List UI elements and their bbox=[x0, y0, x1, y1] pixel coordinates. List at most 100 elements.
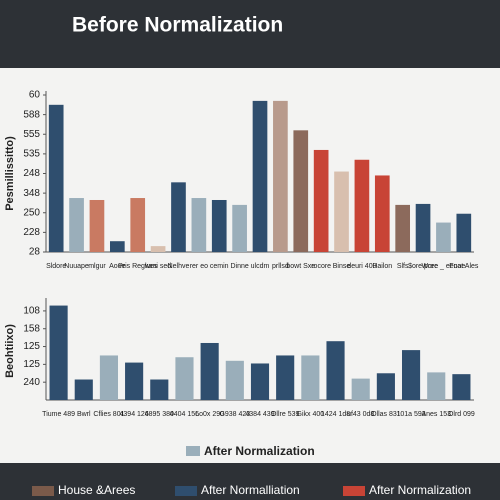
bar bbox=[395, 204, 411, 252]
x-tick-label: mlgur bbox=[88, 263, 106, 270]
legend-swatch bbox=[32, 486, 54, 496]
x-tick-label: Tiume 489 bbox=[42, 411, 75, 418]
bar bbox=[211, 199, 227, 252]
x-tick-label: Slfs bbox=[397, 263, 409, 270]
bar bbox=[436, 222, 451, 252]
x-tick-label: Gikx 400 bbox=[297, 411, 325, 418]
bar bbox=[301, 355, 320, 400]
x-tick-label: 101a 593 bbox=[396, 411, 425, 418]
legend-label: After Normalization bbox=[204, 444, 315, 458]
bar bbox=[456, 213, 472, 252]
legend-swatch bbox=[186, 446, 200, 456]
x-tick-label: Ollas 831 bbox=[371, 411, 401, 418]
bar bbox=[225, 360, 244, 400]
bar bbox=[293, 130, 309, 252]
x-tick-label: rer eo bbox=[190, 263, 208, 270]
y-tick-label: 28 bbox=[29, 247, 41, 258]
x-tick-label: Aoue bbox=[109, 263, 125, 270]
y-tick-label: 60 bbox=[29, 90, 41, 101]
x-tick-label: Olrd 099 bbox=[448, 411, 475, 418]
bar bbox=[401, 350, 421, 400]
x-tick-label: 4404 156 bbox=[170, 411, 199, 418]
y-tick-label: 125 bbox=[23, 359, 40, 370]
bar bbox=[415, 203, 431, 252]
x-tick-label: uf43 0d8 bbox=[347, 411, 374, 418]
y-axis-label: Beohtiixo) bbox=[4, 324, 16, 378]
x-tick-label: deuri 400 bbox=[347, 263, 376, 270]
bar bbox=[69, 198, 84, 252]
bar bbox=[334, 171, 349, 252]
x-tick-label: prllsd bbox=[272, 263, 289, 270]
bar bbox=[376, 373, 395, 400]
y-tick-label: 588 bbox=[23, 109, 40, 120]
x-tick-label: Hailon bbox=[372, 263, 392, 270]
bar bbox=[252, 100, 268, 252]
y-axis-label: Pesmillissitto) bbox=[4, 136, 16, 211]
bar bbox=[150, 379, 169, 400]
x-tick-label: Anes 153 bbox=[421, 411, 451, 418]
bar bbox=[250, 363, 270, 400]
bar bbox=[171, 182, 186, 252]
y-tick-label: 535 bbox=[23, 149, 40, 160]
bar bbox=[276, 355, 295, 400]
bar bbox=[374, 175, 390, 252]
y-tick-label: 228 bbox=[23, 227, 40, 238]
y-tick-label: 250 bbox=[23, 207, 40, 218]
x-tick-label: ulcdm bbox=[251, 263, 270, 270]
legend-swatch bbox=[175, 486, 197, 496]
y-tick-label: 125 bbox=[23, 341, 40, 352]
y-tick-label: 240 bbox=[23, 377, 40, 388]
bar bbox=[48, 104, 64, 252]
x-tick-label: 4895 380 bbox=[145, 411, 174, 418]
x-tick-label: Ollre 539 bbox=[271, 411, 300, 418]
x-tick-label: Dinne bbox=[230, 263, 248, 270]
x-tick-label: rocore bbox=[311, 263, 331, 270]
bar bbox=[130, 198, 146, 252]
x-tick-label: Nuuape bbox=[64, 263, 89, 270]
x-tick-label: Nelhve bbox=[168, 263, 190, 270]
x-tick-label: Fnat Ales bbox=[449, 263, 479, 270]
x-tick-label: Cflies 801 bbox=[93, 411, 124, 418]
x-tick-label: Wore _ eeoae bbox=[421, 263, 465, 270]
legend-swatch bbox=[343, 486, 365, 496]
x-tick-label: $ore pree bbox=[408, 263, 438, 270]
header-band bbox=[0, 0, 500, 68]
x-tick-label: 4384 439 bbox=[245, 411, 274, 418]
bar bbox=[273, 100, 288, 252]
x-tick-label: 1424 1d8 bbox=[321, 411, 350, 418]
bar bbox=[99, 355, 119, 400]
page-title: Before Normalization bbox=[72, 14, 283, 37]
bar bbox=[351, 378, 370, 400]
x-tick-label: Pris Regwes bbox=[118, 263, 158, 270]
y-tick-label: 555 bbox=[23, 129, 40, 140]
bar bbox=[150, 246, 166, 252]
y-tick-label: 108 bbox=[23, 306, 40, 317]
x-tick-label: Sldore bbox=[46, 263, 66, 270]
bar bbox=[109, 241, 125, 252]
bar bbox=[89, 199, 105, 252]
bar bbox=[313, 149, 329, 252]
bar bbox=[125, 362, 144, 400]
bar bbox=[326, 341, 345, 400]
bar bbox=[200, 342, 219, 400]
x-tick-label: bowt Sxe bbox=[286, 263, 315, 270]
bar bbox=[354, 159, 370, 252]
bar bbox=[232, 204, 247, 252]
bar bbox=[74, 379, 93, 400]
x-tick-label: kani sed bbox=[145, 263, 171, 270]
x-tick-label: Bwrl bbox=[77, 411, 91, 418]
x-tick-label: 4394 126 bbox=[120, 411, 149, 418]
footer-band bbox=[0, 463, 500, 500]
bar bbox=[427, 372, 446, 400]
bar bbox=[452, 374, 471, 400]
legend-label: House &Arees bbox=[58, 483, 135, 497]
bar bbox=[191, 198, 207, 252]
x-tick-label: Binse bbox=[333, 263, 351, 270]
y-tick-label: 158 bbox=[23, 323, 40, 334]
legend-label: After Normalliation bbox=[201, 483, 300, 497]
y-tick-label: 248 bbox=[23, 168, 40, 179]
x-tick-label: cemin bbox=[210, 263, 229, 270]
legend-label: After Normalization bbox=[369, 483, 471, 497]
y-tick-label: 348 bbox=[23, 188, 40, 199]
